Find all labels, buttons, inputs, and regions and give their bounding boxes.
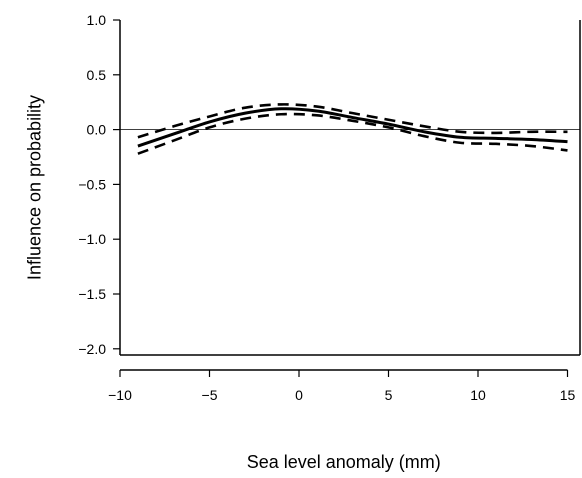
y-tick-label: −2.0 <box>78 341 106 357</box>
axes: 1.0 0.5 0.0 −0.5 −1.0 −1.5 −2.0 −10 −5 0 5 10 15 <box>78 12 575 403</box>
y-tick-label: 0.0 <box>87 122 107 138</box>
x-tick-label: −10 <box>108 387 132 403</box>
series-upper-bound-line <box>137 103 568 139</box>
y-tick-label: −0.5 <box>78 176 106 192</box>
x-tick-label: 5 <box>385 387 393 403</box>
plot-frame <box>119 20 581 356</box>
x-tick-label: 15 <box>560 387 576 403</box>
series-lower-bound-line <box>137 112 568 155</box>
y-tick-label: 1.0 <box>87 12 107 28</box>
y-tick-label: −1.5 <box>78 286 106 302</box>
x-axis-title: Sea level anomaly (mm) <box>247 452 441 472</box>
x-tick-label: 0 <box>295 387 303 403</box>
x-tick-label: −5 <box>202 387 218 403</box>
y-tick-label: −1.0 <box>78 231 106 247</box>
series-fit-line <box>137 107 568 148</box>
x-tick-label: 10 <box>470 387 486 403</box>
y-tick-label: 0.5 <box>87 67 107 83</box>
y-axis-title: Influence on probability <box>24 95 44 280</box>
series-group <box>137 103 568 155</box>
